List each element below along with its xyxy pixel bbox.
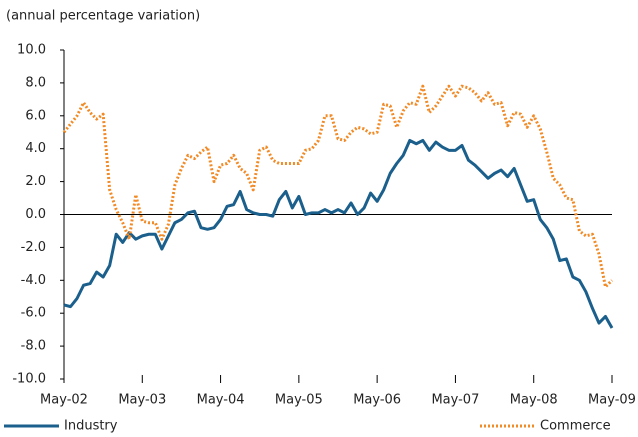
- x-tick-label: May-06: [353, 393, 401, 408]
- x-tick-label: May-02: [40, 393, 88, 408]
- legend-label: Commerce: [540, 419, 611, 434]
- x-tick-label: May-09: [588, 393, 636, 408]
- x-tick-label: May-08: [510, 393, 558, 408]
- x-tick-label: May-04: [197, 393, 245, 408]
- legend-label: Industry: [64, 419, 118, 434]
- y-tick-label: -2.0: [21, 240, 46, 255]
- y-axis-label: (annual percentage variation): [6, 9, 200, 24]
- y-tick-label: 0.0: [25, 207, 46, 222]
- x-tick-label: May-05: [275, 393, 323, 408]
- y-tick-label: -8.0: [21, 339, 46, 354]
- y-tick-label: -4.0: [21, 273, 46, 288]
- y-tick-label: -6.0: [21, 306, 46, 321]
- y-tick-label: 4.0: [25, 141, 46, 156]
- y-tick-label: 10.0: [17, 43, 46, 58]
- y-tick-label: 8.0: [25, 75, 46, 90]
- x-tick-label: May-07: [431, 393, 479, 408]
- y-tick-label: 6.0: [25, 108, 46, 123]
- y-tick-label: -10.0: [12, 372, 46, 387]
- series-line: [62, 84, 614, 289]
- x-tick-label: May-03: [118, 393, 166, 408]
- y-tick-label: 2.0: [25, 174, 46, 189]
- series-line: [63, 138, 614, 329]
